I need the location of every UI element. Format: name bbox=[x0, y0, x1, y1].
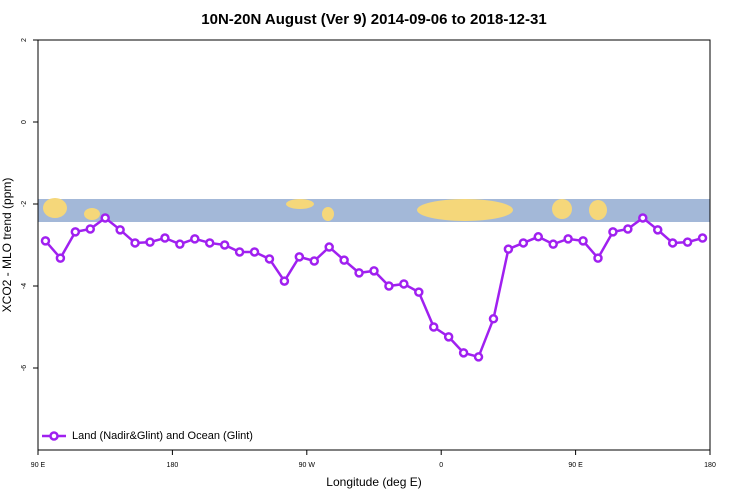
point bbox=[623, 224, 633, 234]
point bbox=[130, 238, 140, 248]
map-land bbox=[552, 199, 572, 219]
point bbox=[354, 268, 364, 278]
point bbox=[697, 233, 708, 243]
point bbox=[503, 244, 514, 254]
point bbox=[219, 240, 230, 250]
point bbox=[40, 236, 51, 246]
point bbox=[443, 332, 454, 342]
point bbox=[145, 237, 155, 247]
y-axis-label: XCO2 - MLO trend (ppm) bbox=[0, 178, 14, 313]
point bbox=[160, 233, 170, 243]
y-tick-label: 0 bbox=[21, 120, 28, 124]
x-tick-label: 180 bbox=[704, 462, 716, 469]
map-land bbox=[43, 198, 67, 218]
point bbox=[667, 238, 678, 248]
chart-title: 10N-20N August (Ver 9) 2014-09-06 to 201… bbox=[201, 11, 546, 28]
x-tick-label: 180 bbox=[167, 462, 179, 469]
map-ocean bbox=[38, 199, 710, 222]
legend-label: Land (Nadir&Glint) and Ocean (Glint) bbox=[72, 430, 253, 442]
point bbox=[294, 252, 305, 262]
point bbox=[682, 237, 693, 247]
x-tick-label: 0 bbox=[439, 462, 443, 469]
point bbox=[414, 287, 424, 297]
point bbox=[279, 276, 290, 286]
point bbox=[115, 225, 125, 235]
point bbox=[55, 253, 66, 263]
map-land bbox=[322, 207, 334, 221]
point bbox=[563, 234, 573, 244]
point bbox=[428, 322, 439, 332]
point bbox=[234, 247, 245, 257]
point bbox=[369, 266, 379, 276]
point bbox=[652, 225, 663, 235]
point bbox=[70, 227, 81, 237]
point bbox=[175, 239, 185, 249]
point bbox=[249, 247, 260, 257]
point bbox=[204, 238, 215, 248]
map-land bbox=[417, 199, 513, 221]
point bbox=[339, 255, 349, 265]
point bbox=[100, 213, 110, 223]
point bbox=[324, 242, 334, 252]
x-tick-label: 90 E bbox=[568, 462, 583, 469]
legend-marker bbox=[49, 431, 59, 441]
point bbox=[384, 281, 394, 291]
point bbox=[190, 234, 200, 244]
point bbox=[548, 239, 558, 249]
plot-frame bbox=[37, 39, 711, 451]
x-axis-label: Longitude (deg E) bbox=[326, 475, 421, 489]
point bbox=[608, 227, 618, 237]
point bbox=[473, 352, 484, 362]
point bbox=[458, 348, 469, 358]
point bbox=[593, 253, 603, 263]
x-tick-label: 90 E bbox=[31, 462, 46, 469]
y-tick-label: -2 bbox=[21, 201, 28, 207]
point bbox=[638, 213, 648, 223]
point bbox=[518, 238, 529, 248]
y-tick-label: -4 bbox=[21, 283, 28, 289]
point bbox=[488, 314, 499, 324]
map-land bbox=[286, 199, 314, 209]
point bbox=[578, 236, 588, 246]
y-tick-label: 2 bbox=[21, 38, 28, 42]
map-land bbox=[589, 200, 607, 220]
map-land bbox=[84, 208, 100, 220]
point bbox=[264, 254, 275, 264]
map-strip bbox=[38, 198, 710, 222]
point bbox=[399, 279, 409, 289]
point bbox=[309, 256, 320, 266]
point bbox=[85, 224, 96, 234]
y-tick-label: -6 bbox=[21, 365, 28, 371]
point bbox=[533, 232, 544, 242]
x-tick-label: 90 W bbox=[299, 462, 316, 469]
